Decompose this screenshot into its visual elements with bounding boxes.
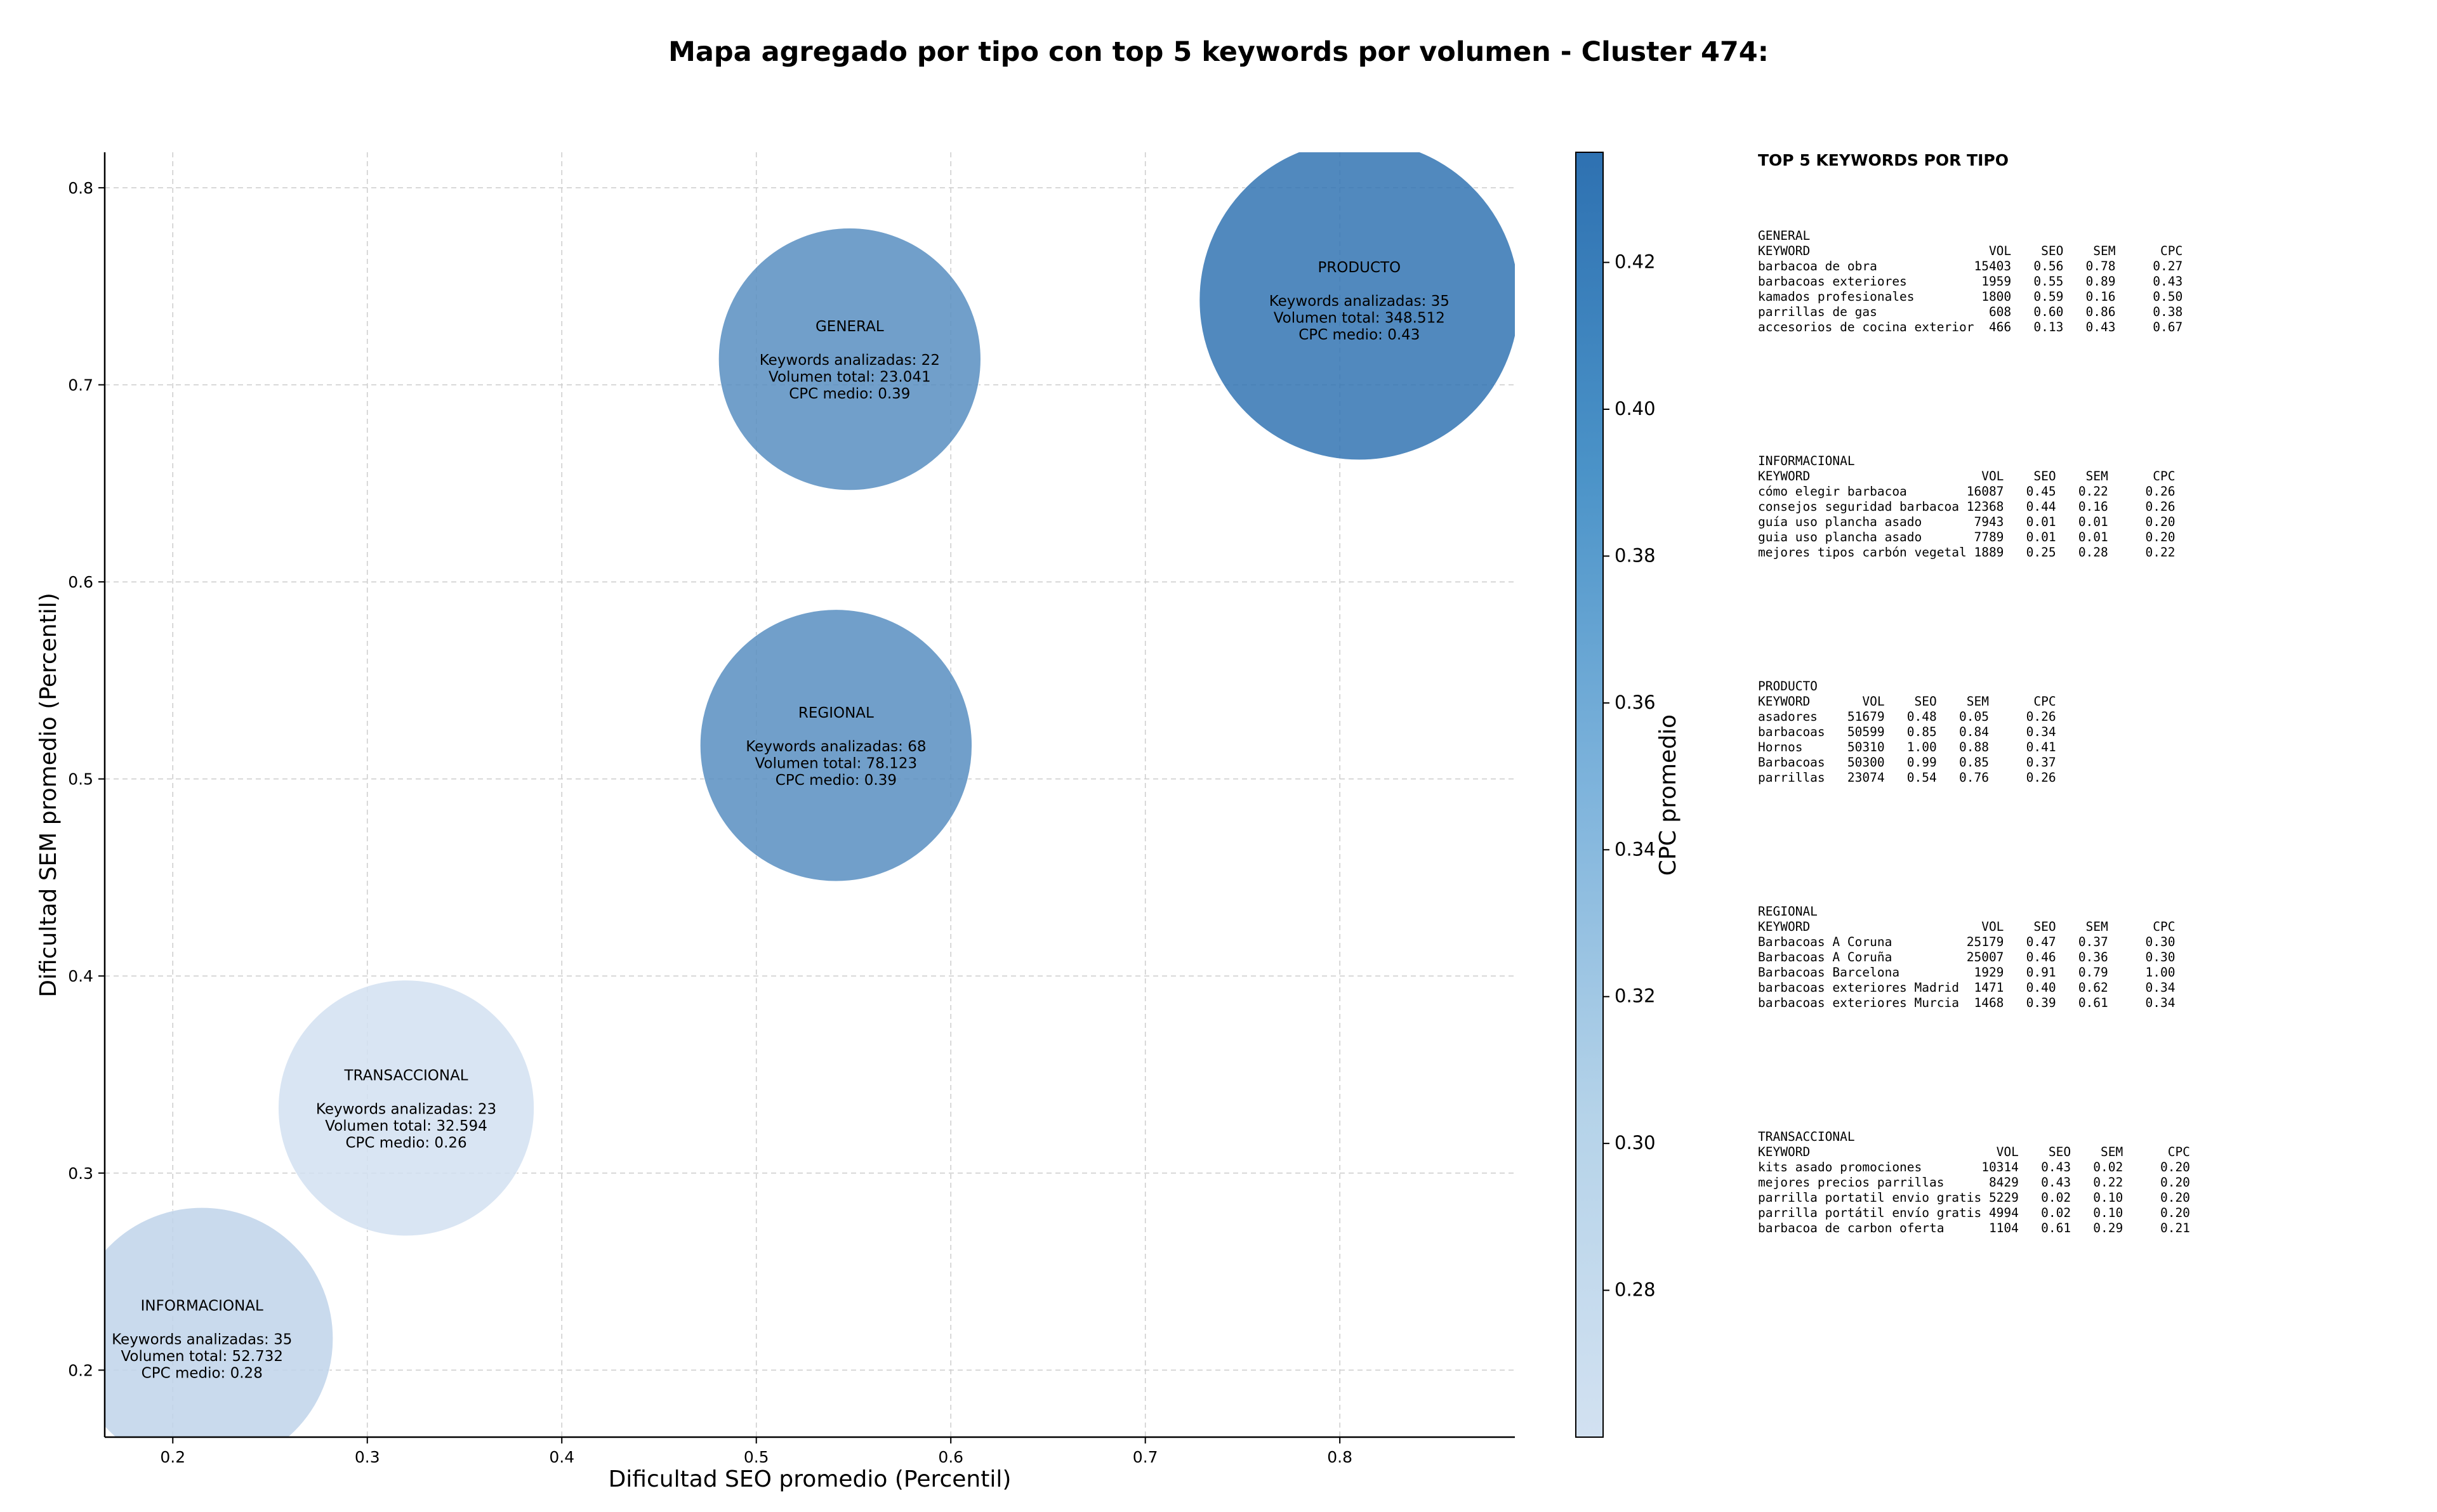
y-tick-label: 0.6 <box>68 573 93 591</box>
x-axis-label: Dificultad SEO promedio (Percentil) <box>609 1466 1012 1492</box>
bubble-informacional <box>105 1207 334 1437</box>
keywords-panel: TOP 5 KEYWORDS POR TIPO GENERAL KEYWORD … <box>1758 151 2418 1235</box>
y-tick-label: 0.5 <box>68 770 93 789</box>
y-tick-label: 0.3 <box>68 1164 93 1183</box>
x-tick-label: 0.7 <box>1133 1448 1158 1466</box>
colorbar: 0.28 0.30 0.32 0.34 0.36 0.38 0.40 0.42 <box>1575 152 1656 1438</box>
bubble-label-informacional: CPC medio: 0.28 <box>142 1365 263 1382</box>
bubble-label-transaccional: TRANSACCIONAL <box>343 1067 468 1084</box>
keywords-table-informacional: INFORMACIONAL KEYWORD VOL SEO SEM CPC có… <box>1758 454 2176 560</box>
x-tick-label: 0.8 <box>1327 1448 1352 1466</box>
keywords-table-producto: PRODUCTO KEYWORD VOL SEO SEM CPC asadore… <box>1758 679 2056 785</box>
bubble-transaccional <box>277 980 535 1237</box>
keywords-block-informacional: INFORMACIONAL KEYWORD VOL SEO SEM CPC có… <box>1758 454 2418 560</box>
x-tick-label: 0.5 <box>744 1448 769 1466</box>
bubble-general <box>718 227 981 491</box>
bubble-label-producto: Keywords analizadas: 35 <box>1269 293 1450 310</box>
colorbar-tick-label: 0.28 <box>1615 1279 1656 1301</box>
colorbar-gradient <box>1575 152 1604 1438</box>
colorbar-tick-label: 0.34 <box>1615 838 1656 860</box>
colorbar-tick-label: 0.38 <box>1615 544 1656 566</box>
colorbar-label: CPC promedio <box>1655 714 1681 876</box>
bubble-label-producto: PRODUCTO <box>1318 260 1401 276</box>
keywords-block-transaccional: TRANSACCIONAL KEYWORD VOL SEO SEM CPC ki… <box>1758 1129 2418 1236</box>
colorbar-tick-label: 0.32 <box>1615 985 1656 1007</box>
bubble-label-producto: Volumen total: 348.512 <box>1274 310 1445 326</box>
bubble-label-regional: REGIONAL <box>798 705 874 721</box>
y-tick-label: 0.4 <box>68 967 93 985</box>
keywords-block-general: GENERAL KEYWORD VOL SEO SEM CPC barbacoa… <box>1758 228 2418 335</box>
bubble-label-transaccional: Volumen total: 32.594 <box>325 1118 487 1134</box>
bubble-label-general: Volumen total: 23.041 <box>769 369 931 386</box>
axes: 0.2 0.3 0.4 0.5 0.6 0.7 0.8 0.2 0.3 0.4 0.5 0.6 0.7 0… <box>68 152 1515 1466</box>
bubble-label-general: Keywords analizadas: 22 <box>760 352 940 369</box>
chart-title: Mapa agregado por tipo con top 5 keyword… <box>668 36 1769 68</box>
bubble-label-regional: CPC medio: 0.39 <box>776 772 897 789</box>
keywords-table-general: GENERAL KEYWORD VOL SEO SEM CPC barbacoa… <box>1758 228 2183 334</box>
bubble-label-general: CPC medio: 0.39 <box>789 386 910 402</box>
keywords-block-producto: PRODUCTO KEYWORD VOL SEO SEM CPC asadore… <box>1758 679 2418 786</box>
bubble-label-transaccional: CPC medio: 0.26 <box>345 1134 466 1151</box>
bubbles <box>105 152 1515 1437</box>
x-tick-label: 0.3 <box>355 1448 380 1466</box>
y-tick-label: 0.8 <box>68 179 93 197</box>
colorbar-tick-label: 0.36 <box>1615 692 1656 713</box>
keywords-table-transaccional: TRANSACCIONAL KEYWORD VOL SEO SEM CPC ki… <box>1758 1129 2190 1235</box>
bubble-label-informacional: Keywords analizadas: 35 <box>112 1332 292 1348</box>
colorbar-tick-label: 0.42 <box>1615 251 1656 273</box>
y-tick-label: 0.2 <box>68 1361 93 1379</box>
y-axis-label: Dificultad SEM promedio (Percentil) <box>36 593 62 997</box>
bubble-label-general: GENERAL <box>816 319 884 335</box>
colorbar-tick-label: 0.30 <box>1615 1132 1656 1154</box>
colorbar-tick-label: 0.40 <box>1615 398 1656 419</box>
keywords-panel-title: TOP 5 KEYWORDS POR TIPO <box>1758 151 2009 169</box>
bubble-label-transaccional: Keywords analizadas: 23 <box>316 1101 496 1117</box>
bubble-label-regional: Keywords analizadas: 68 <box>746 739 926 755</box>
bubble-label-regional: Volumen total: 78.123 <box>755 755 918 772</box>
bubble-label-producto: CPC medio: 0.43 <box>1298 327 1420 343</box>
bubble-producto <box>1199 152 1515 461</box>
x-tick-label: 0.6 <box>938 1448 963 1466</box>
x-tick-label: 0.4 <box>549 1448 574 1466</box>
bubble-label-informacional: INFORMACIONAL <box>141 1298 263 1315</box>
x-tick-label: 0.2 <box>160 1448 185 1466</box>
bubble-regional <box>699 609 973 882</box>
keywords-table-regional: REGIONAL KEYWORD VOL SEO SEM CPC Barbaco… <box>1758 904 2176 1010</box>
keywords-block-regional: REGIONAL KEYWORD VOL SEO SEM CPC Barbaco… <box>1758 904 2418 1011</box>
y-tick-label: 0.7 <box>68 376 93 394</box>
bubble-label-informacional: Volumen total: 52.732 <box>121 1348 283 1365</box>
